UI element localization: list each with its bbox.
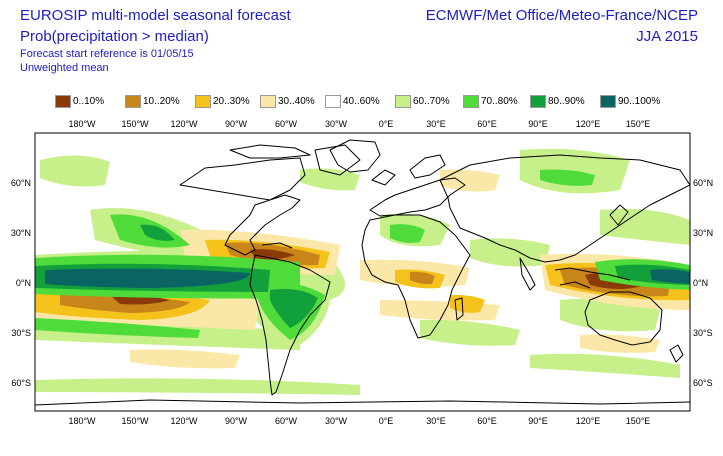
- lat-ticks-right: 60°N 30°N 0°N 30°S 60°S: [693, 178, 713, 388]
- lon-tick-label: 30°E: [426, 119, 446, 129]
- lon-tick-label: 90°W: [225, 119, 248, 129]
- lon-tick-label: 60°W: [275, 119, 298, 129]
- legend-label: 90..100%: [618, 96, 661, 107]
- map-title: EUROSIP multi-model seasonal forecast: [20, 7, 291, 24]
- season-label: JJA 2015: [636, 28, 698, 45]
- lat-tick-label: 30°N: [693, 228, 713, 238]
- legend-swatch: [530, 95, 546, 108]
- lat-tick-label: 0°N: [16, 278, 31, 288]
- lon-tick-label: 30°W: [325, 119, 348, 129]
- lon-tick-label: 120°E: [576, 119, 601, 129]
- lat-tick-label: 30°S: [11, 328, 31, 338]
- lat-tick-label: 60°N: [693, 178, 713, 188]
- legend-label: 60..70%: [413, 96, 450, 107]
- lon-tick-label: 0°E: [379, 119, 394, 129]
- lat-tick-label: 0°N: [693, 278, 708, 288]
- lon-tick-label: 0°E: [379, 416, 394, 426]
- legend-swatch: [463, 95, 479, 108]
- legend-label: 10..20%: [143, 96, 180, 107]
- legend-label: 30..40%: [278, 96, 315, 107]
- legend-swatch: [260, 95, 276, 108]
- lon-tick-label: 60°E: [477, 416, 497, 426]
- legend-swatch: [55, 95, 71, 108]
- legend-swatch: [125, 95, 141, 108]
- forecast-reference: Forecast start reference is 01/05/15: [20, 48, 194, 60]
- lon-tick-label: 30°W: [325, 416, 348, 426]
- legend-swatch: [600, 95, 616, 108]
- lat-tick-label: 60°S: [693, 378, 713, 388]
- lon-tick-label: 120°W: [170, 119, 198, 129]
- probability-shading: [35, 148, 690, 395]
- lon-ticks-bottom: 180°W 150°W 120°W 90°W 60°W 30°W 0°E 30°…: [68, 416, 650, 426]
- map-subtitle: Prob(precipitation > median): [20, 28, 209, 45]
- legend-label: 40..60%: [343, 96, 380, 107]
- lat-tick-label: 60°S: [11, 378, 31, 388]
- lon-tick-label: 120°W: [170, 416, 198, 426]
- lon-tick-label: 30°E: [426, 416, 446, 426]
- lon-tick-label: 120°E: [576, 416, 601, 426]
- lat-tick-label: 30°N: [11, 228, 31, 238]
- lon-tick-label: 150°E: [626, 119, 651, 129]
- mean-type: Unweighted mean: [20, 62, 109, 74]
- lat-ticks-left: 60°N 30°N 0°N 30°S 60°S: [11, 178, 31, 388]
- lon-tick-label: 150°E: [626, 416, 651, 426]
- lon-ticks-top: 180°W 150°W 120°W 90°W 60°W 30°W 0°E 30°…: [68, 119, 650, 129]
- centres-label: ECMWF/Met Office/Meteo-France/NCEP: [425, 7, 698, 24]
- lon-tick-label: 180°W: [68, 416, 96, 426]
- lon-tick-label: 150°W: [121, 416, 149, 426]
- legend-swatch: [195, 95, 211, 108]
- legend-label: 80..90%: [548, 96, 585, 107]
- lon-tick-label: 180°W: [68, 119, 96, 129]
- map-frame: [34, 132, 691, 412]
- lon-tick-label: 150°W: [121, 119, 149, 129]
- lon-tick-label: 60°W: [275, 416, 298, 426]
- lon-tick-label: 90°E: [528, 416, 548, 426]
- lon-tick-label: 90°W: [225, 416, 248, 426]
- legend-swatch: [325, 95, 341, 108]
- coastlines: [35, 139, 690, 406]
- lat-tick-label: 30°S: [693, 328, 713, 338]
- legend-label: 0..10%: [73, 96, 105, 107]
- lon-tick-label: 90°E: [528, 119, 548, 129]
- legend-label: 20..30%: [213, 96, 250, 107]
- legend-swatch: [395, 95, 411, 108]
- lon-tick-label: 60°E: [477, 119, 497, 129]
- legend-label: 70..80%: [481, 96, 518, 107]
- lat-tick-label: 60°N: [11, 178, 31, 188]
